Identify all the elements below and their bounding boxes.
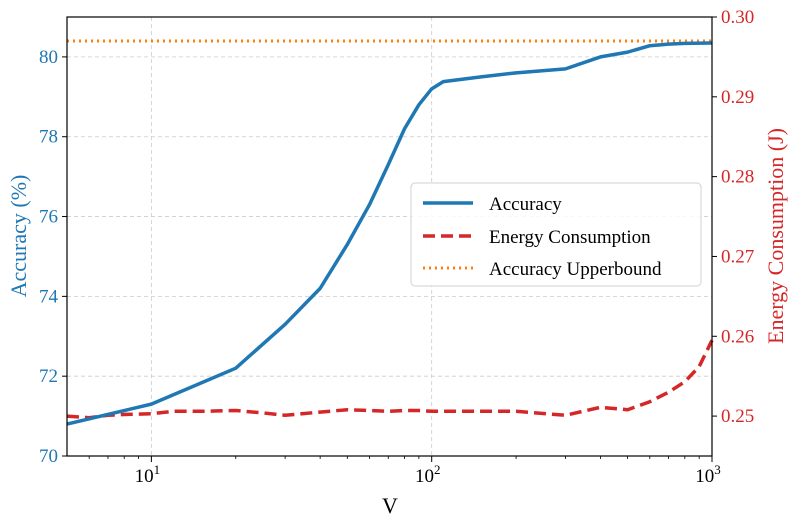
y-tick-label: 72	[39, 366, 58, 387]
legend-label-upperbound: Accuracy Upperbound	[489, 259, 662, 280]
y-axis-right: 0.25 0.26 0.27 0.28 0.29 0.30	[712, 7, 754, 427]
series-line-accuracy	[66, 41, 713, 426]
y2-tick-label: 0.27	[721, 246, 754, 267]
y-tick-label: 76	[39, 207, 58, 228]
y-axis-right-title: Energy Consumption (J)	[763, 128, 788, 344]
y-tick-label: 80	[39, 47, 58, 68]
series-line-energy-consumption	[66, 339, 714, 420]
plot-frame	[66, 16, 713, 457]
x-tick-label: 101	[135, 462, 161, 487]
legend-label-energy: Energy Consumption	[489, 227, 651, 248]
legend-box	[410, 182, 702, 287]
legend: Accuracy Energy Consumption Accuracy Upp…	[410, 182, 702, 287]
plot-area	[66, 39, 714, 426]
y2-tick-label: 0.29	[721, 87, 754, 108]
y-tick-label: 74	[39, 286, 59, 307]
x-axis-title: V	[382, 493, 398, 518]
legend-label-accuracy: Accuracy	[489, 194, 562, 215]
y2-tick-label: 0.28	[721, 167, 754, 188]
y2-tick-label: 0.26	[721, 326, 754, 347]
y-tick-label: 70	[39, 446, 58, 467]
x-tick-label: 102	[415, 462, 441, 487]
y-axis-left: 70 72 74 76 78 80	[39, 47, 67, 467]
x-axis: 101 102 103	[88, 456, 721, 487]
y-tick-label: 78	[39, 127, 58, 148]
y2-tick-label: 0.30	[721, 7, 754, 28]
y2-tick-label: 0.25	[721, 406, 754, 427]
y-axis-left-title: Accuracy (%)	[6, 175, 31, 298]
x-tick-label: 103	[695, 462, 721, 487]
